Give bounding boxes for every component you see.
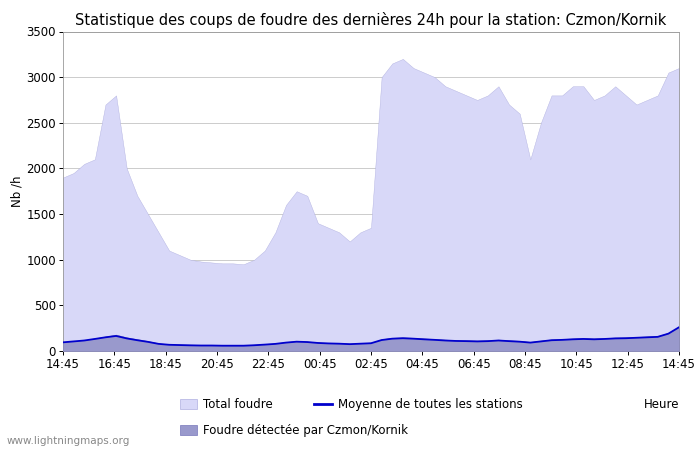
Text: Heure: Heure [643,398,679,411]
Text: www.lightningmaps.org: www.lightningmaps.org [7,436,130,446]
Legend: Foudre détectée par Czmon/Kornik: Foudre détectée par Czmon/Kornik [180,424,408,437]
Y-axis label: Nb /h: Nb /h [10,176,24,207]
Title: Statistique des coups de foudre des dernières 24h pour la station: Czmon/Kornik: Statistique des coups de foudre des dern… [76,12,666,27]
